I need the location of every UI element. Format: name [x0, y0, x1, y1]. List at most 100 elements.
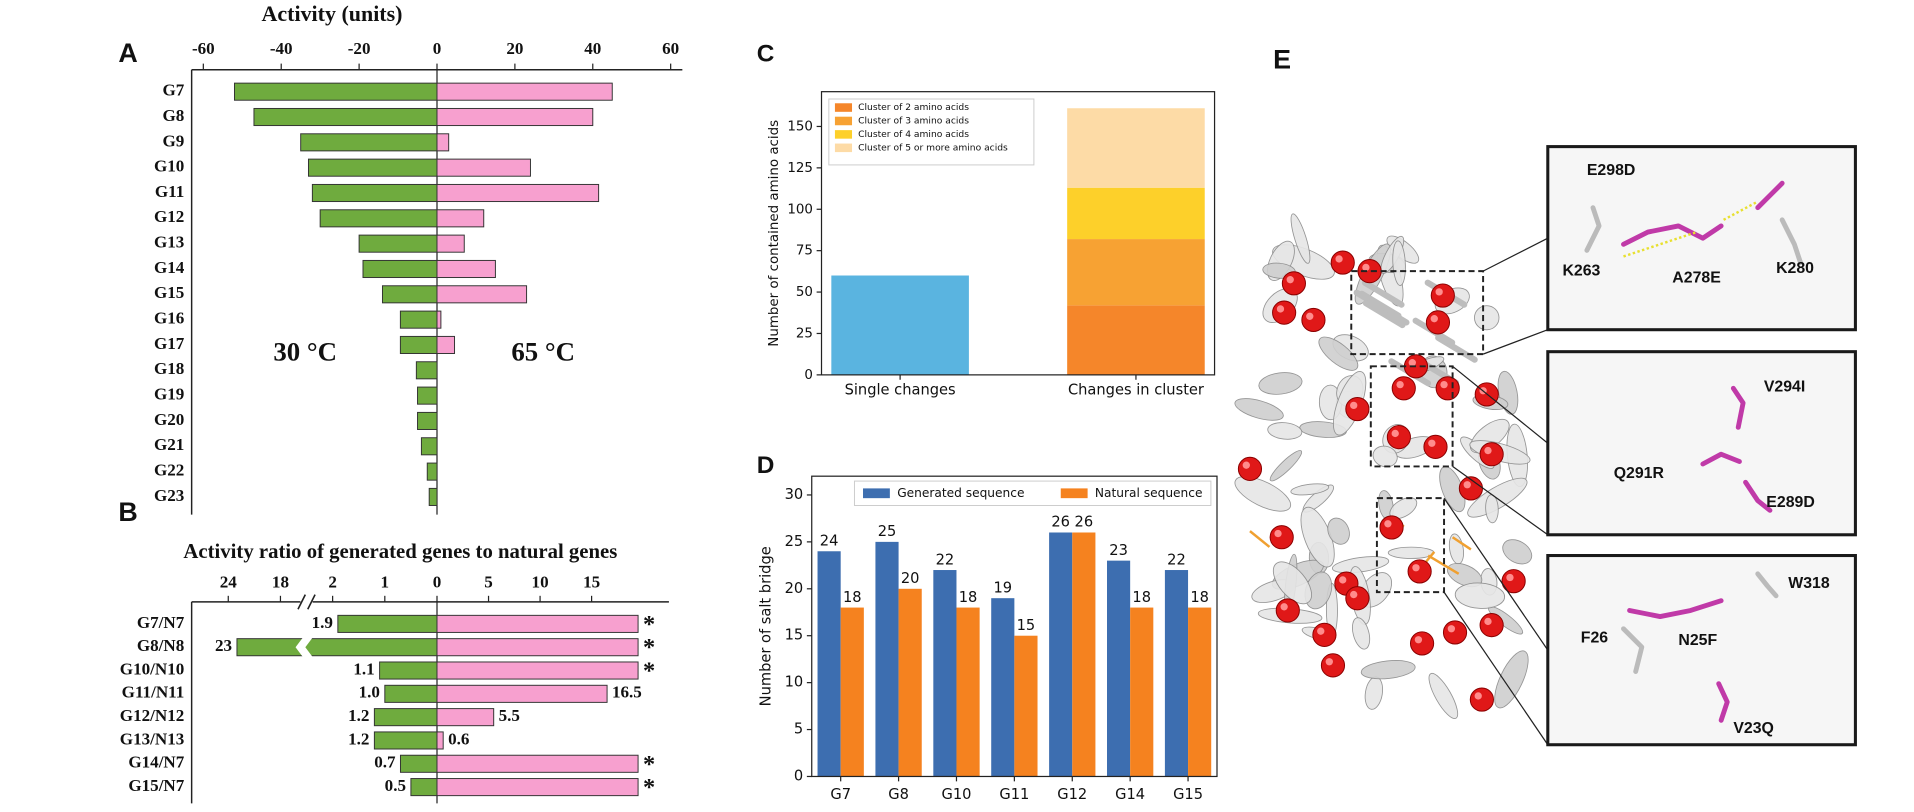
y-axis-title: Number of contained amino acids — [767, 120, 782, 347]
mutation-sphere — [1281, 271, 1306, 296]
sphere-highlight — [1506, 573, 1514, 582]
sphere-highlight — [1286, 275, 1294, 284]
value-label: 0.6 — [448, 729, 470, 748]
bar — [300, 133, 438, 152]
value-label: * — [643, 611, 655, 638]
bar — [420, 437, 438, 456]
bar — [1188, 607, 1212, 777]
bar — [337, 614, 438, 633]
y-tick-label: G21 — [154, 435, 184, 454]
y-tick-label: G17 — [154, 334, 185, 353]
mutation-sphere — [1345, 396, 1370, 422]
bar — [436, 614, 639, 633]
sphere-highlight — [1474, 692, 1482, 700]
x-tick-label: -60 — [192, 39, 215, 58]
bar — [933, 570, 957, 777]
bar — [1164, 570, 1189, 777]
value-label: * — [643, 774, 655, 801]
mutation-sphere — [1312, 622, 1337, 647]
bar — [817, 551, 841, 777]
residue-sticks — [1730, 385, 1746, 430]
data-label: 26 — [1075, 514, 1094, 531]
value-label: * — [643, 658, 655, 685]
bar — [379, 661, 438, 680]
side-chain — [1427, 554, 1460, 575]
y-tick-label: G15/N7 — [128, 776, 184, 795]
y-tick-label: 25 — [796, 326, 813, 341]
y-tick-label: G13 — [154, 233, 184, 252]
bar — [410, 778, 438, 797]
zoom-connector — [1443, 591, 1549, 746]
bar — [428, 487, 438, 506]
residue-sticks — [1584, 205, 1602, 253]
bar — [1014, 635, 1038, 777]
bar — [384, 684, 438, 703]
bar-segment — [831, 275, 969, 375]
sphere-highlight — [1412, 564, 1420, 572]
helix-ribbon — [1360, 660, 1416, 680]
value-label: 1.1 — [353, 659, 374, 678]
bar — [436, 661, 639, 680]
y-tick-label: 0 — [804, 368, 813, 383]
bar — [898, 588, 922, 777]
h-bond — [1623, 230, 1698, 258]
y-tick-label: 5 — [794, 721, 803, 738]
mutation-sphere — [1272, 300, 1297, 325]
sphere-highlight — [1396, 380, 1404, 389]
sphere-highlight — [1391, 429, 1399, 438]
value-label: 1.2 — [348, 729, 369, 748]
x-tick-label: G14 — [1115, 786, 1145, 803]
chart-title: Activity ratio of generated genes to nat… — [183, 541, 617, 563]
helix-ribbon — [1234, 476, 1292, 512]
zoom-connector — [1452, 365, 1549, 444]
y-tick-label: G19 — [154, 385, 184, 404]
residue-label: K280 — [1776, 260, 1814, 277]
x-tick-label: G8 — [888, 786, 909, 803]
bar — [436, 708, 495, 727]
sphere-highlight — [1362, 263, 1370, 272]
x-tick-label: -40 — [270, 39, 293, 58]
bar — [358, 234, 438, 253]
mutation-sphere — [1501, 569, 1526, 594]
bar — [236, 638, 438, 657]
x-tick-label: 2 — [328, 573, 337, 592]
sphere-highlight — [1414, 636, 1423, 644]
y-tick-label: 15 — [785, 627, 804, 644]
x-tick-label: G15 — [1173, 786, 1203, 803]
plot-frame — [820, 91, 1216, 376]
value-label: 0.7 — [374, 753, 396, 772]
mutation-sphere — [1469, 687, 1494, 712]
legend-swatch — [1060, 488, 1088, 499]
data-label: 22 — [936, 551, 955, 568]
y-tick-label: G7 — [162, 81, 184, 100]
y-tick-label: 0 — [794, 767, 803, 784]
helix-ribbon — [1392, 240, 1406, 286]
legend-label: Generated sequence — [897, 486, 1024, 500]
y-tick-label: G7/N7 — [137, 613, 185, 632]
bar — [436, 209, 485, 228]
bar — [426, 462, 438, 481]
y-tick-label: 30 — [785, 486, 804, 503]
plot-frame — [811, 475, 1218, 778]
data-label: 19 — [993, 579, 1012, 596]
bar — [373, 731, 438, 750]
mutation-sphere — [1269, 525, 1294, 550]
helix-ribbon — [1290, 483, 1330, 496]
value-label: 0.5 — [385, 776, 406, 795]
residue-label: N25F — [1678, 632, 1717, 649]
legend: Cluster of 2 amino acids Cluster of 3 ami… — [828, 98, 1035, 166]
y-tick-label: G15 — [154, 283, 184, 302]
x-tick-label: G10 — [942, 786, 972, 803]
bar — [373, 708, 438, 727]
helix-ribbon — [1387, 546, 1435, 559]
legend-label: Natural sequence — [1095, 486, 1203, 500]
bar — [417, 411, 438, 430]
data-label: 22 — [1167, 551, 1186, 568]
y-tick-label: G12 — [154, 207, 184, 226]
mutation-sphere — [1442, 620, 1468, 645]
legend-box — [828, 98, 1035, 166]
bar — [415, 361, 438, 380]
axis-title: Activity (units) — [262, 1, 403, 26]
residue-sticks — [1743, 479, 1773, 513]
